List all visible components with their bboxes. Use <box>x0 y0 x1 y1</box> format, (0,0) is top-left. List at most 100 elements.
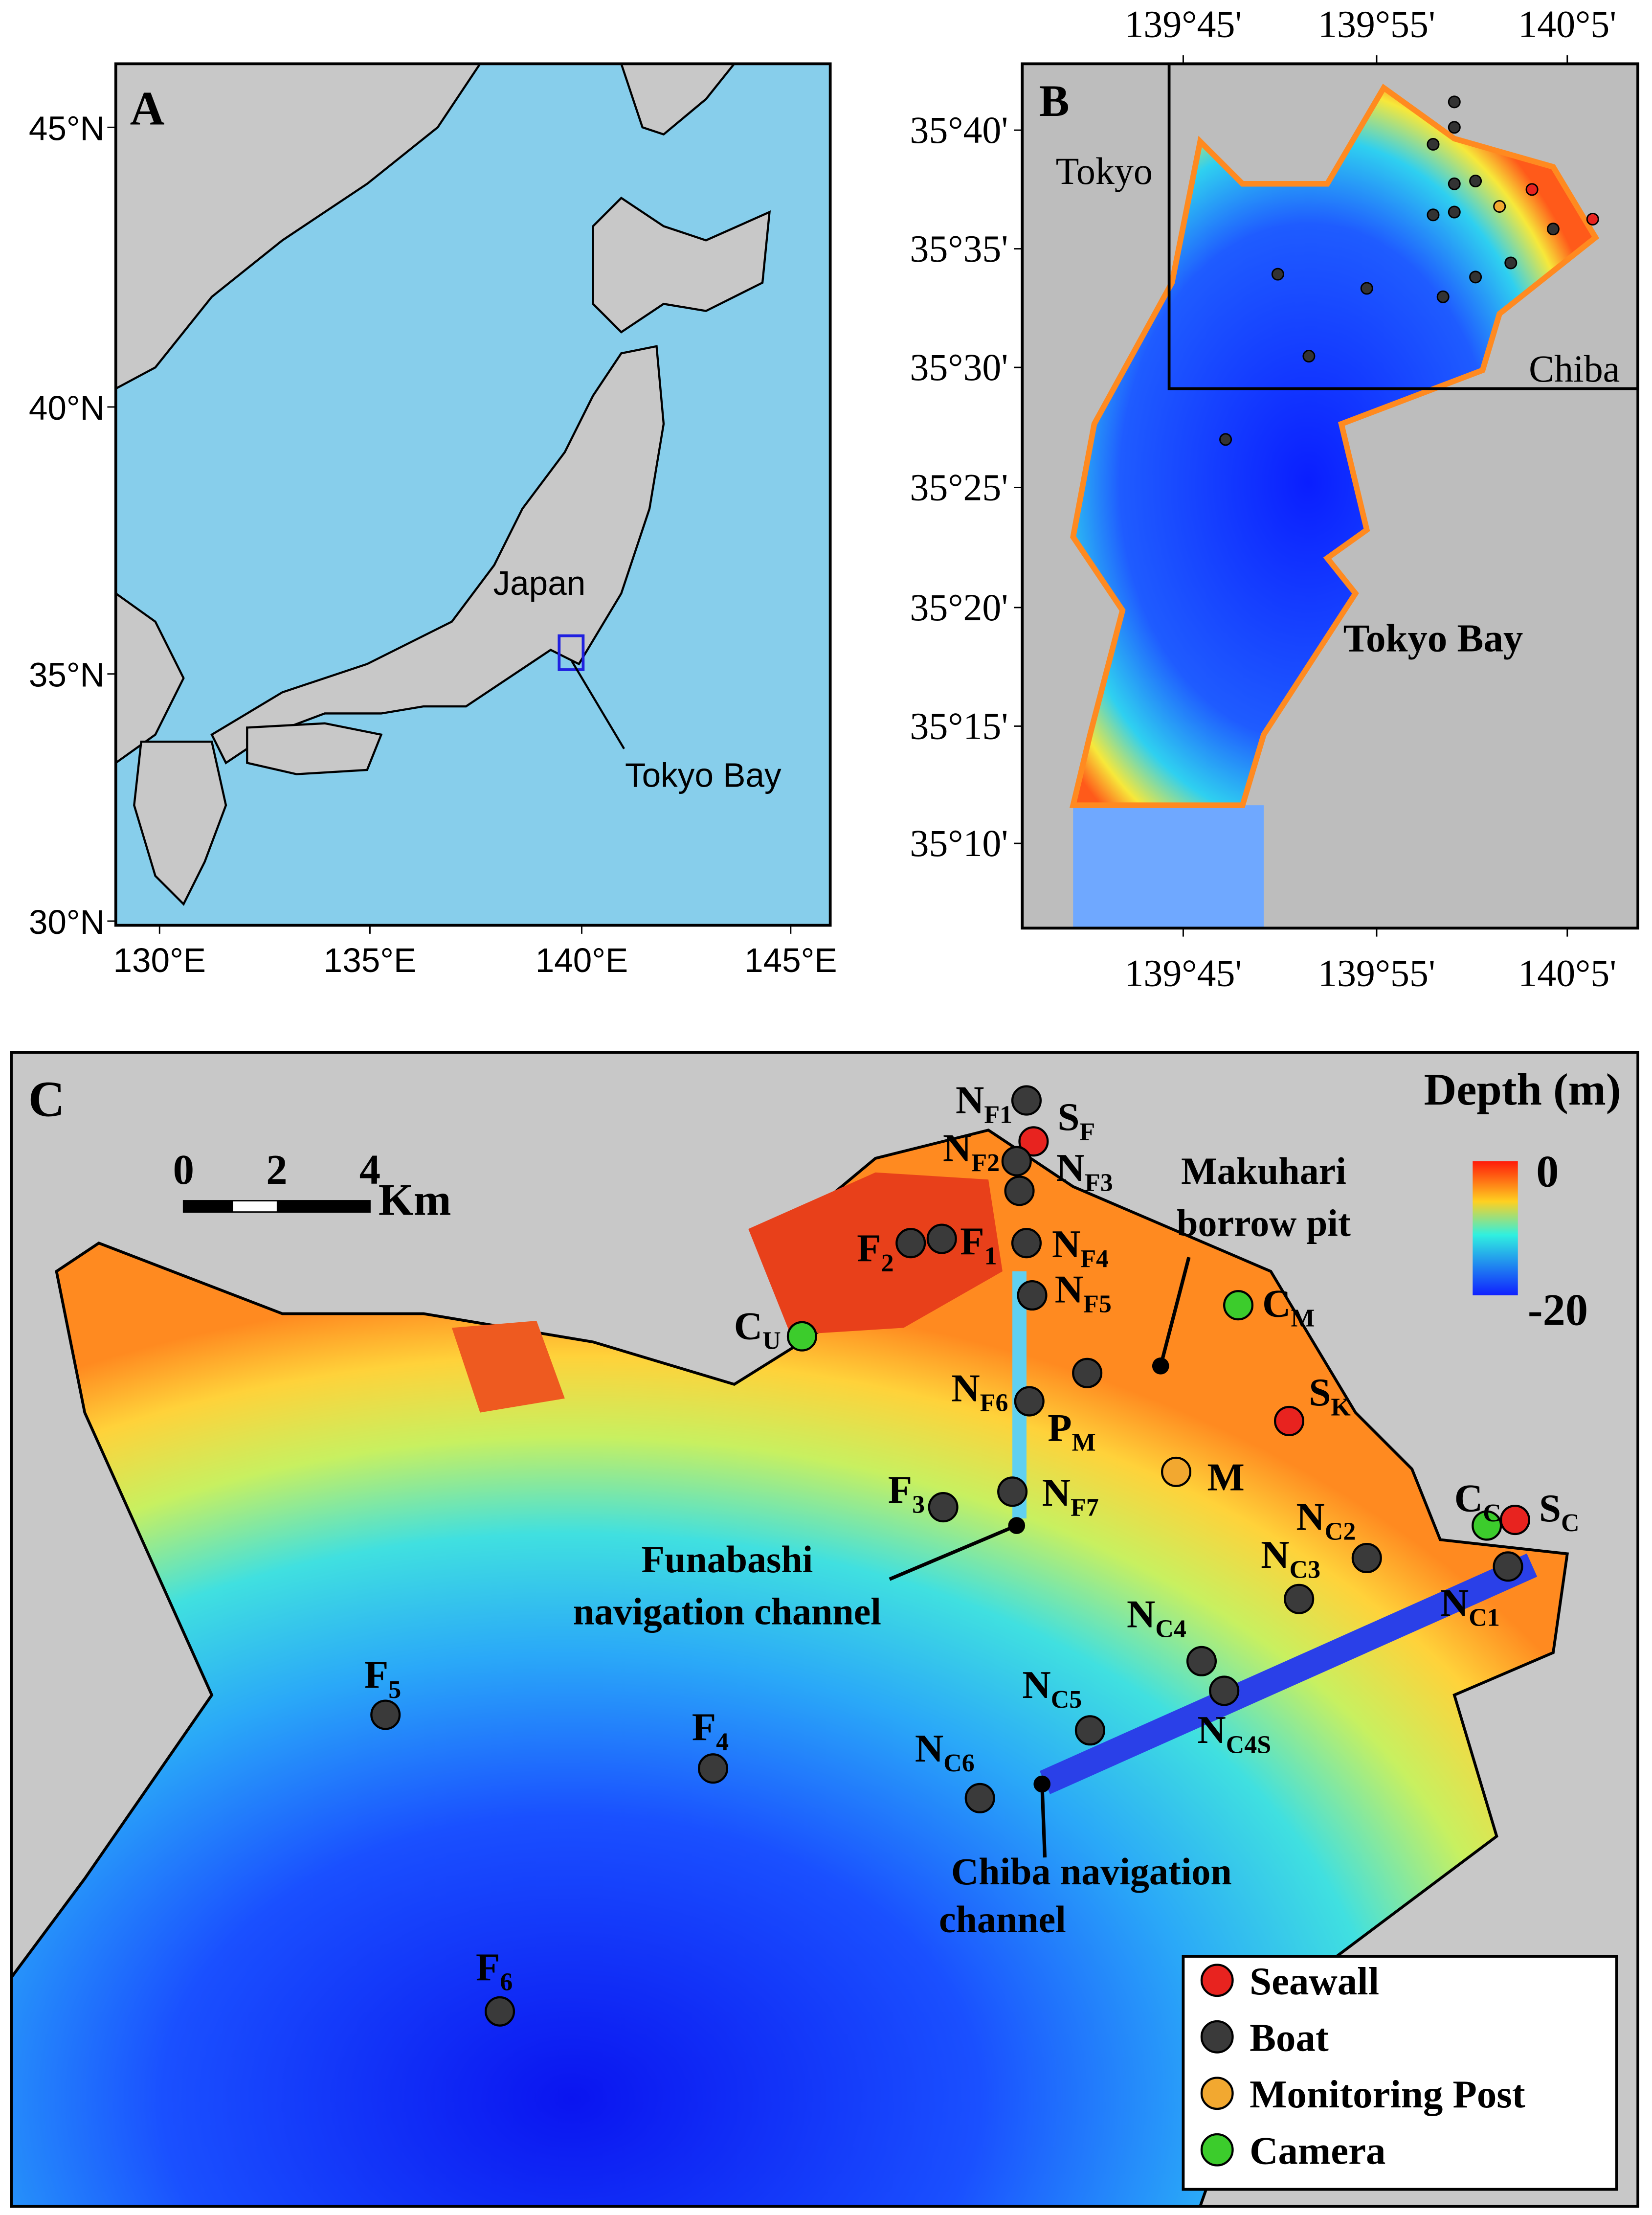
station-sub: 5 <box>388 1676 401 1704</box>
station-sub: F6 <box>980 1389 1008 1417</box>
label: C <box>28 1071 65 1127</box>
label: 35°15' <box>910 705 1008 747</box>
station-name: C <box>1454 1477 1483 1520</box>
station-label: M <box>1207 1455 1245 1499</box>
station <box>1223 1290 1254 1321</box>
shallow <box>748 1172 1003 1335</box>
station-label: F2 <box>857 1227 893 1277</box>
label: Funabashi <box>641 1538 813 1581</box>
station-sub: K <box>1331 1393 1350 1421</box>
label: B <box>1039 76 1070 126</box>
station-name: S <box>1539 1487 1561 1530</box>
label: 35°40' <box>910 109 1008 151</box>
station <box>786 1321 817 1352</box>
station-label: NC5 <box>1022 1663 1082 1714</box>
station-label: SC <box>1539 1487 1579 1537</box>
station-sub: C6 <box>943 1749 974 1777</box>
station-name: C <box>734 1304 762 1348</box>
station-sub: F7 <box>1071 1493 1099 1521</box>
station-label: NC4 <box>1127 1592 1186 1643</box>
station <box>1074 1715 1105 1746</box>
legend-marker <box>1200 2077 1234 2110</box>
station <box>1472 1510 1502 1541</box>
station <box>1017 1280 1048 1311</box>
sea <box>1073 805 1264 928</box>
station-label: NF3 <box>1056 1146 1113 1197</box>
station <box>1001 1146 1032 1176</box>
station-name: F <box>364 1653 388 1697</box>
station-sub: 4 <box>716 1728 729 1756</box>
label: Tokyo Bay <box>1343 616 1523 660</box>
station <box>926 1223 957 1254</box>
station-sub: F4 <box>1080 1245 1109 1273</box>
station-label: NF7 <box>1042 1471 1099 1521</box>
station-name: N <box>1296 1495 1324 1538</box>
station-sub: 1 <box>984 1242 997 1270</box>
station-sub: M <box>1291 1305 1315 1333</box>
station <box>1004 1175 1035 1206</box>
station-name: S <box>1057 1095 1079 1139</box>
station-sub: C3 <box>1290 1556 1321 1583</box>
pointer <box>571 660 625 749</box>
station <box>1018 1126 1049 1157</box>
frame <box>1021 62 1640 930</box>
station-sub: C <box>1483 1499 1501 1527</box>
label: 139°45' <box>1124 3 1242 45</box>
station-name: F <box>888 1468 912 1512</box>
station-label: CC <box>1454 1477 1501 1527</box>
bay <box>1069 84 1600 808</box>
station-name: P <box>1048 1406 1072 1449</box>
station-label: NC6 <box>915 1727 975 1777</box>
station-name: N <box>1127 1592 1155 1636</box>
label: 40°N <box>29 389 105 427</box>
station-label: F4 <box>692 1705 729 1756</box>
channel <box>1039 1553 1538 1794</box>
station <box>964 1783 995 1813</box>
station-name: F <box>476 1945 500 1989</box>
station-name: N <box>1056 1146 1085 1190</box>
station-label: F5 <box>364 1653 401 1704</box>
station-sub: F1 <box>984 1101 1012 1129</box>
station-sub: C4S <box>1226 1731 1271 1759</box>
station-name: F <box>960 1220 984 1263</box>
label: Km <box>379 1175 451 1224</box>
label: 35°35' <box>910 228 1008 270</box>
label: 140°5' <box>1518 3 1616 45</box>
scale-bar <box>276 1200 370 1212</box>
station <box>697 1753 729 1784</box>
station <box>1493 1551 1523 1582</box>
station-dots <box>1219 95 1599 446</box>
colorbar <box>1473 1161 1518 1295</box>
station-sub: M <box>1072 1429 1096 1457</box>
station-name: N <box>915 1727 943 1770</box>
label: 0 <box>1536 1147 1559 1197</box>
station-label: NF1 <box>956 1079 1012 1129</box>
label: 139°55' <box>1318 952 1435 994</box>
label: navigation channel <box>573 1591 881 1633</box>
label: Makuhari <box>1181 1150 1346 1192</box>
station <box>1014 1386 1045 1417</box>
station-label: CM <box>1262 1282 1315 1332</box>
label: 2 <box>266 1146 287 1193</box>
station <box>1072 1357 1103 1388</box>
shallow <box>451 1320 565 1413</box>
label: Depth (m) <box>1424 1064 1621 1114</box>
station <box>1273 1405 1305 1436</box>
label: Tokyo Bay <box>625 756 781 794</box>
station-label: NF2 <box>943 1127 1000 1177</box>
station-name: N <box>1440 1581 1469 1625</box>
station-sub: U <box>762 1327 781 1355</box>
label: 0 <box>173 1146 194 1193</box>
station-name: N <box>956 1079 984 1122</box>
label: 35°N <box>29 656 105 694</box>
station-sub: F2 <box>971 1149 1000 1177</box>
land <box>114 63 771 906</box>
station-label: SK <box>1309 1371 1350 1421</box>
label: 4 <box>359 1146 380 1193</box>
label: 145°E <box>744 941 837 979</box>
pointers <box>889 1257 1191 1858</box>
station-name: F <box>857 1227 881 1270</box>
station-name: N <box>1042 1471 1071 1514</box>
pointer-dots <box>1008 1357 1169 1793</box>
station <box>1209 1675 1240 1706</box>
